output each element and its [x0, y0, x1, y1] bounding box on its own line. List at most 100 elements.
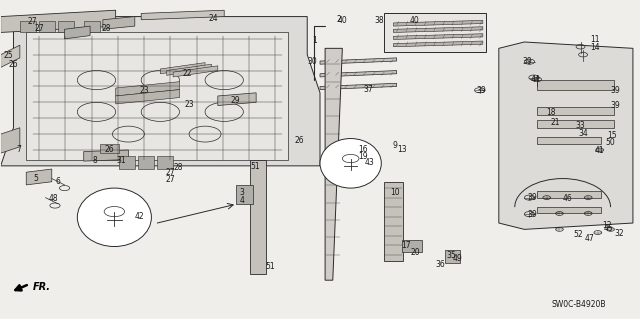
Text: 14: 14 [590, 43, 600, 52]
Polygon shape [103, 17, 135, 29]
Polygon shape [173, 66, 218, 77]
Text: 27: 27 [165, 175, 175, 184]
Polygon shape [1, 17, 320, 166]
Ellipse shape [77, 188, 152, 247]
Text: 28: 28 [173, 163, 183, 172]
Text: 15: 15 [607, 131, 618, 140]
Ellipse shape [320, 138, 381, 188]
Polygon shape [394, 20, 483, 26]
Text: 44: 44 [531, 75, 541, 84]
Text: 28: 28 [101, 24, 111, 33]
Polygon shape [1, 45, 20, 67]
Text: 7: 7 [16, 145, 21, 154]
Text: 39: 39 [476, 86, 486, 95]
Text: 29: 29 [231, 96, 241, 105]
Polygon shape [394, 34, 483, 40]
Polygon shape [384, 182, 403, 261]
Text: 50: 50 [605, 138, 616, 147]
Text: 47: 47 [584, 234, 595, 243]
Text: 27: 27 [28, 17, 37, 26]
Text: 43: 43 [365, 158, 374, 167]
Text: 26: 26 [9, 60, 19, 69]
Text: 24: 24 [209, 14, 218, 23]
Polygon shape [20, 21, 36, 33]
Text: 30: 30 [307, 57, 317, 66]
Polygon shape [157, 156, 173, 169]
Text: 40: 40 [337, 16, 348, 25]
Bar [384, 13, 486, 51]
Polygon shape [250, 160, 266, 274]
Text: 13: 13 [397, 145, 406, 154]
Text: 41: 41 [595, 146, 605, 155]
Polygon shape [499, 42, 633, 229]
Polygon shape [26, 33, 288, 160]
Bar [537, 191, 601, 197]
Text: 27: 27 [165, 168, 175, 177]
Text: 16: 16 [358, 145, 368, 154]
Polygon shape [320, 83, 397, 90]
Bar [537, 107, 614, 115]
Text: 49: 49 [452, 254, 462, 263]
Polygon shape [1, 10, 116, 33]
Polygon shape [402, 241, 422, 252]
Polygon shape [320, 70, 397, 77]
Text: 38: 38 [374, 16, 383, 25]
Text: 26: 26 [295, 136, 305, 145]
Polygon shape [394, 27, 483, 33]
Polygon shape [167, 64, 211, 75]
Polygon shape [236, 185, 253, 204]
Text: 18: 18 [547, 108, 556, 117]
Polygon shape [218, 93, 256, 106]
Polygon shape [394, 41, 483, 47]
Text: 45: 45 [604, 224, 614, 233]
Text: 17: 17 [401, 241, 411, 250]
Text: 22: 22 [182, 69, 192, 78]
Text: 11: 11 [590, 35, 599, 44]
Text: 32: 32 [614, 229, 624, 238]
Text: 33: 33 [575, 121, 586, 130]
Polygon shape [325, 48, 342, 280]
Polygon shape [116, 82, 179, 96]
Text: 39: 39 [527, 210, 537, 219]
Text: 39: 39 [610, 86, 620, 95]
Text: 40: 40 [410, 16, 419, 25]
Polygon shape [84, 150, 129, 161]
Text: 27: 27 [34, 24, 44, 33]
Polygon shape [119, 156, 135, 169]
Polygon shape [320, 58, 397, 64]
Text: 12: 12 [603, 221, 612, 230]
Polygon shape [445, 250, 461, 263]
Text: 31: 31 [116, 156, 125, 165]
Polygon shape [138, 156, 154, 169]
Text: 8: 8 [93, 156, 97, 165]
Text: 34: 34 [578, 129, 588, 138]
Text: FR.: FR. [33, 282, 51, 292]
Polygon shape [58, 21, 74, 33]
Bar [537, 137, 601, 144]
Text: 42: 42 [135, 211, 145, 220]
Bar [537, 120, 614, 128]
Polygon shape [141, 10, 224, 20]
Polygon shape [161, 63, 205, 74]
Text: 4: 4 [239, 196, 244, 205]
Text: 21: 21 [550, 117, 560, 127]
Text: 46: 46 [563, 194, 573, 203]
Text: 1: 1 [312, 36, 317, 45]
Polygon shape [39, 21, 55, 33]
Text: 19: 19 [358, 152, 368, 161]
Polygon shape [84, 21, 100, 33]
Polygon shape [26, 169, 52, 185]
Text: 39: 39 [610, 101, 620, 110]
Text: 23: 23 [184, 100, 194, 109]
Bar [537, 207, 601, 213]
Text: 9: 9 [392, 141, 397, 150]
Text: 35: 35 [446, 251, 456, 260]
Text: 6: 6 [56, 177, 61, 186]
Text: 10: 10 [390, 188, 399, 197]
Text: 51: 51 [266, 262, 275, 271]
Polygon shape [100, 144, 119, 153]
Text: 25: 25 [4, 51, 13, 60]
Bar [537, 80, 614, 90]
Polygon shape [1, 128, 20, 153]
Text: 23: 23 [140, 86, 149, 95]
